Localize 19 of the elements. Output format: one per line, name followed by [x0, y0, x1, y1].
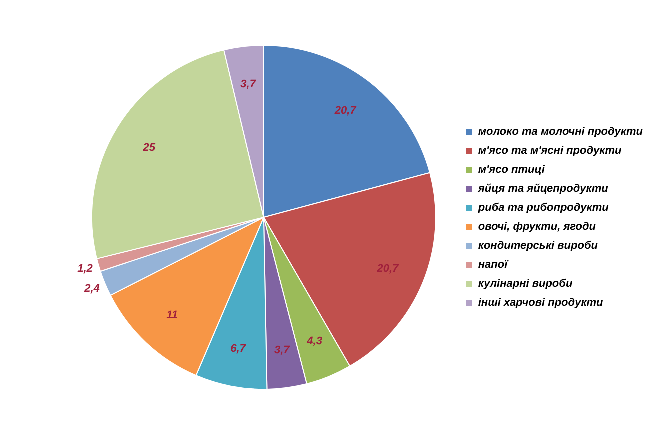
- legend-label: риба та рибопродукти: [477, 202, 610, 214]
- data-label: 1,2: [78, 263, 93, 276]
- data-label: 2,4: [84, 283, 100, 296]
- legend-label: м'ясо та м'ясні продукти: [478, 145, 622, 158]
- legend-label: кулінарні вироби: [478, 278, 573, 290]
- data-label: 20,7: [334, 105, 358, 118]
- legend-label: інші харчові продукти: [478, 297, 604, 310]
- legend-label: яйця та яйцепродукти: [477, 183, 609, 196]
- legend-label: напої: [478, 259, 510, 272]
- data-label: 4,3: [306, 336, 322, 348]
- data-label: 6,7: [230, 343, 247, 356]
- data-label: 11: [166, 309, 178, 322]
- legend-label: молоко та молочні продукти: [478, 126, 644, 138]
- data-label: 25: [142, 142, 156, 154]
- legend-label: м'ясо птиці: [478, 164, 546, 176]
- legend-label: овочі, фрукти, ягоди: [478, 221, 596, 234]
- data-label: 3,7: [240, 78, 257, 90]
- data-label: 3,7: [274, 344, 291, 356]
- legend-label: кондитерські вироби: [478, 240, 598, 252]
